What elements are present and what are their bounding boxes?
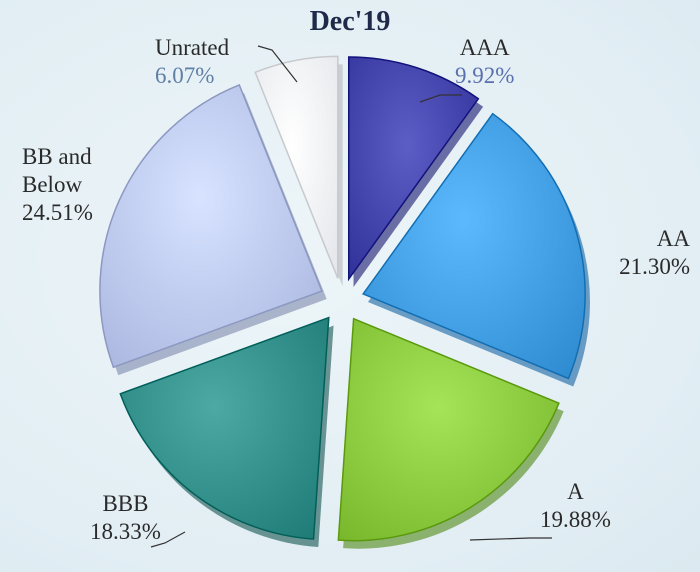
slice-category: AAA: [459, 35, 510, 60]
slice-value: 9.92%: [455, 63, 515, 88]
slice-value: 18.33%: [90, 519, 161, 544]
slice-value: 6.07%: [155, 63, 215, 88]
pie-slice-aa: [361, 112, 586, 380]
chart-title: Dec'19: [309, 6, 391, 37]
slice-label-aaa: AAA 9.92%: [455, 34, 514, 90]
pie-slice-bbb: [119, 316, 330, 540]
slice-category: Below: [22, 172, 83, 197]
slice-label-a: A 19.88%: [540, 478, 611, 534]
leader-line-a: [469, 537, 552, 541]
slice-category: BBB: [102, 491, 149, 516]
slice-label-unrated: Unrated 6.07%: [155, 34, 229, 90]
slice-category: Unrated: [155, 35, 230, 60]
leader-line-unrated: [257, 45, 298, 83]
slice-value: 21.30%: [619, 254, 690, 279]
slice-label-bb-and-below: BB and Below 24.51%: [22, 143, 93, 227]
slice-category: A: [567, 479, 584, 504]
slice-label-aa: AA 21.30%: [580, 225, 690, 281]
pie-slice-aaa: [347, 56, 480, 282]
slice-label-bbb: BBB 18.33%: [90, 490, 161, 546]
pie-slice-a: [337, 317, 560, 542]
leader-line-bbb: [150, 531, 186, 548]
leader-line-aaa: [419, 94, 462, 103]
slice-value: 24.51%: [22, 200, 93, 225]
slice-category: AA: [656, 226, 690, 251]
pie-slice-bb-and-below: [99, 84, 323, 369]
pie-slice-unrated: [254, 55, 339, 279]
slice-value: 19.88%: [540, 507, 611, 532]
slice-category: BB and: [22, 144, 92, 169]
